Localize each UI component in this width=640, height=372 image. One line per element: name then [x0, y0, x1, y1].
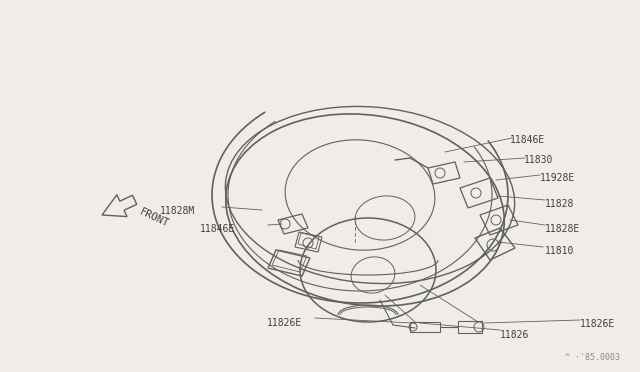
Text: 11810: 11810	[545, 246, 574, 256]
Text: 11846E: 11846E	[200, 224, 236, 234]
Text: 11828E: 11828E	[545, 224, 580, 234]
Text: ^ ·'85.0003: ^ ·'85.0003	[565, 353, 620, 362]
Text: 11928E: 11928E	[540, 173, 575, 183]
Text: 11830: 11830	[524, 155, 554, 165]
Text: 11828M: 11828M	[160, 206, 195, 216]
Text: FRONT: FRONT	[138, 207, 170, 229]
Text: 11826E: 11826E	[580, 319, 615, 329]
Text: 11846E: 11846E	[510, 135, 545, 145]
Text: 11826: 11826	[500, 330, 529, 340]
Text: 11828: 11828	[545, 199, 574, 209]
Text: 11826E: 11826E	[267, 318, 302, 328]
